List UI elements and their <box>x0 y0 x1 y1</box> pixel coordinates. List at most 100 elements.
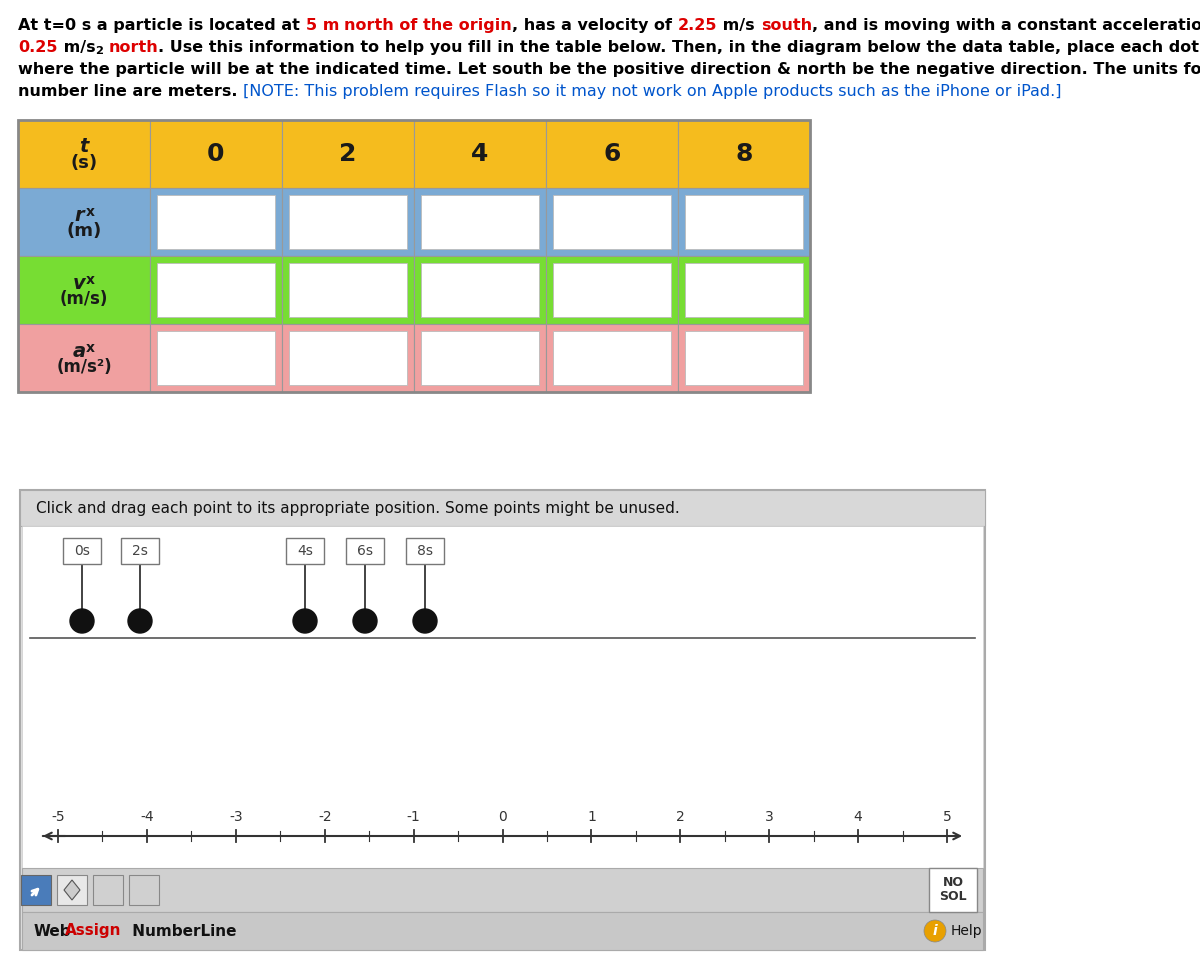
Bar <box>130 875 158 905</box>
Bar <box>678 120 810 188</box>
Polygon shape <box>64 880 80 900</box>
Text: x: x <box>85 273 95 287</box>
Text: v: v <box>73 273 85 293</box>
Bar <box>282 188 414 256</box>
Text: -3: -3 <box>229 810 242 824</box>
Circle shape <box>413 609 437 633</box>
Bar <box>150 120 282 188</box>
Text: (m/s): (m/s) <box>60 290 108 308</box>
Text: 2.25: 2.25 <box>678 18 718 33</box>
Bar <box>553 195 671 249</box>
Text: 5: 5 <box>943 810 952 824</box>
Bar <box>157 195 275 249</box>
Bar <box>421 195 539 249</box>
Text: 2: 2 <box>95 46 103 56</box>
Text: 0: 0 <box>208 142 224 166</box>
Bar <box>546 120 678 188</box>
Text: 0.25: 0.25 <box>18 40 58 55</box>
Text: , has a velocity of: , has a velocity of <box>512 18 678 33</box>
Bar <box>150 188 282 256</box>
Bar <box>94 875 124 905</box>
Text: m/s: m/s <box>58 40 95 55</box>
Text: x: x <box>85 341 95 355</box>
Circle shape <box>353 609 377 633</box>
Text: t: t <box>79 137 89 155</box>
Bar <box>414 324 546 392</box>
Bar <box>929 868 977 912</box>
Bar <box>421 263 539 317</box>
Bar <box>289 195 407 249</box>
Bar <box>157 331 275 385</box>
Bar <box>546 256 678 324</box>
Bar <box>406 538 444 564</box>
Text: Web: Web <box>34 923 72 939</box>
Bar <box>289 331 407 385</box>
Text: a: a <box>72 341 85 360</box>
Bar <box>346 538 384 564</box>
Bar <box>553 263 671 317</box>
Text: 6s: 6s <box>358 544 373 558</box>
Text: 0: 0 <box>498 810 506 824</box>
Bar <box>18 120 150 188</box>
Text: north: north <box>109 40 158 55</box>
Bar <box>18 188 150 256</box>
Bar <box>150 324 282 392</box>
Text: (m): (m) <box>66 222 102 240</box>
Bar <box>20 490 985 526</box>
Bar <box>18 120 810 392</box>
Text: At t=0 s a particle is located at: At t=0 s a particle is located at <box>18 18 306 33</box>
Text: NO: NO <box>942 877 964 890</box>
Text: , and is moving with a constant acceleration of: , and is moving with a constant accelera… <box>811 18 1200 33</box>
Bar <box>678 324 810 392</box>
Bar <box>685 263 803 317</box>
Bar <box>282 324 414 392</box>
Text: x: x <box>85 205 95 219</box>
Text: m/s: m/s <box>718 18 761 33</box>
Text: (m/s²): (m/s²) <box>56 358 112 376</box>
Circle shape <box>924 920 946 942</box>
Bar <box>150 256 282 324</box>
Text: 8: 8 <box>736 142 752 166</box>
Bar <box>685 331 803 385</box>
Text: Help: Help <box>952 924 983 938</box>
Bar <box>121 538 158 564</box>
Bar <box>678 256 810 324</box>
Bar <box>22 912 983 950</box>
Text: 4: 4 <box>472 142 488 166</box>
Text: 0s: 0s <box>74 544 90 558</box>
Text: r: r <box>74 205 84 225</box>
Text: 8s: 8s <box>418 544 433 558</box>
Text: -2: -2 <box>318 810 331 824</box>
Circle shape <box>70 609 94 633</box>
Bar <box>64 538 101 564</box>
Text: north of the origin: north of the origin <box>344 18 512 33</box>
Bar <box>18 256 150 324</box>
Text: 6: 6 <box>604 142 620 166</box>
Bar <box>286 538 324 564</box>
Text: number line are meters.: number line are meters. <box>18 84 244 99</box>
Bar <box>421 331 539 385</box>
Text: SOL: SOL <box>940 891 967 903</box>
Text: 4s: 4s <box>298 544 313 558</box>
Bar <box>22 526 983 868</box>
Bar <box>414 256 546 324</box>
Bar <box>546 188 678 256</box>
Text: 2: 2 <box>340 142 356 166</box>
Text: 1: 1 <box>587 810 596 824</box>
Circle shape <box>293 609 317 633</box>
Text: 2: 2 <box>676 810 685 824</box>
Text: NumberLine: NumberLine <box>127 923 236 939</box>
Bar <box>553 331 671 385</box>
Bar <box>414 120 546 188</box>
Text: -5: -5 <box>52 810 65 824</box>
Bar <box>22 868 983 912</box>
Text: -1: -1 <box>407 810 420 824</box>
Text: 2s: 2s <box>132 544 148 558</box>
Bar <box>20 490 985 950</box>
Bar <box>157 263 275 317</box>
Text: where the particle will be at the indicated time. Let south be the positive dire: where the particle will be at the indica… <box>18 62 1200 77</box>
Bar <box>678 188 810 256</box>
Bar <box>282 120 414 188</box>
Text: Click and drag each point to its appropriate position. Some points might be unus: Click and drag each point to its appropr… <box>36 501 679 516</box>
Text: 5 m: 5 m <box>306 18 338 33</box>
